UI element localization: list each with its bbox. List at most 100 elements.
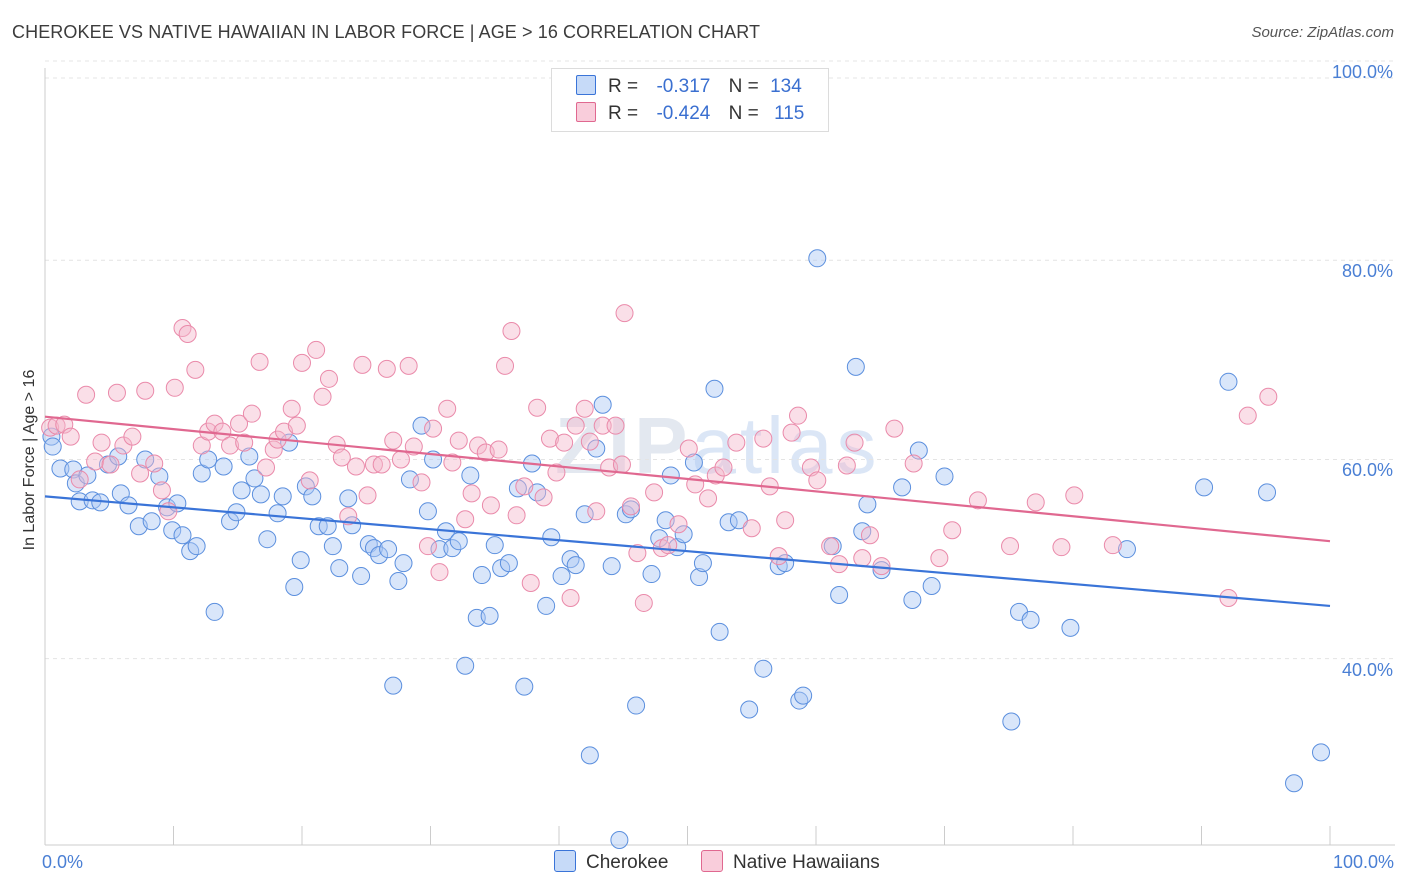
data-point-cherokee xyxy=(472,566,491,585)
data-point-native-hawaiians xyxy=(165,378,184,397)
data-point-native-hawaiians xyxy=(107,383,126,402)
legend-r-value: -0.424 xyxy=(656,103,711,124)
x-tick-label-min: 0.0% xyxy=(42,852,84,872)
data-point-native-hawaiians xyxy=(404,437,423,456)
data-point-native-hawaiians xyxy=(496,356,515,375)
data-point-native-hawaiians xyxy=(430,563,449,582)
data-point-cherokee xyxy=(214,457,233,476)
data-point-native-hawaiians xyxy=(853,549,872,568)
data-point-cherokee xyxy=(285,578,304,597)
data-point-cherokee xyxy=(394,554,413,573)
data-point-native-hawaiians xyxy=(412,473,431,492)
data-point-cherokee xyxy=(858,495,877,514)
data-point-native-hawaiians xyxy=(808,471,827,490)
data-point-cherokee xyxy=(418,502,437,521)
data-point-native-hawaiians xyxy=(257,458,276,477)
data-point-native-hawaiians xyxy=(307,340,326,359)
data-point-native-hawaiians xyxy=(566,416,585,435)
data-point-cherokee xyxy=(610,831,629,850)
data-point-native-hawaiians xyxy=(837,456,856,475)
data-point-cherokee xyxy=(566,556,585,575)
y-tick-label: 100.0% xyxy=(1331,62,1393,82)
data-point-native-hawaiians xyxy=(418,537,437,556)
data-point-cherokee xyxy=(537,596,556,615)
data-point-cherokee xyxy=(903,590,922,609)
legend-row-cherokee: R = -0.317 N = 134 xyxy=(576,75,802,99)
data-point-cherokee xyxy=(136,450,155,469)
data-point-cherokee xyxy=(499,554,518,573)
data-point-cherokee xyxy=(1021,610,1040,629)
bottom-legend-swatch-native-hawaiians xyxy=(701,850,723,872)
data-point-native-hawaiians xyxy=(521,574,540,593)
data-point-native-hawaiians xyxy=(55,415,74,434)
data-point-native-hawaiians xyxy=(92,433,111,452)
data-point-native-hawaiians xyxy=(438,399,457,418)
data-point-native-hawaiians xyxy=(101,455,120,474)
data-point-native-hawaiians xyxy=(319,369,338,388)
data-point-cherokee xyxy=(1285,774,1304,793)
data-point-cherokee xyxy=(339,489,358,508)
data-point-native-hawaiians xyxy=(469,436,488,455)
data-point-native-hawaiians xyxy=(555,433,574,452)
data-point-native-hawaiians xyxy=(221,436,240,455)
source-credit: Source: ZipAtlas.com xyxy=(1251,24,1394,41)
data-point-native-hawaiians xyxy=(502,322,521,341)
data-point-native-hawaiians xyxy=(742,519,761,538)
data-point-cherokee xyxy=(627,696,646,715)
legend-r-label: R = xyxy=(608,103,639,124)
data-point-cherokee xyxy=(872,561,891,580)
data-point-cherokee xyxy=(449,532,468,551)
data-point-cherokee xyxy=(268,504,287,523)
data-point-cherokee xyxy=(461,466,480,485)
data-point-native-hawaiians xyxy=(61,427,80,446)
data-point-native-hawaiians xyxy=(481,496,500,515)
data-point-native-hawaiians xyxy=(391,450,410,469)
data-point-native-hawaiians xyxy=(186,360,205,379)
chart-title: CHEROKEE VS NATIVE HAWAIIAN IN LABOR FOR… xyxy=(12,22,761,42)
data-point-cherokee xyxy=(693,554,712,573)
data-point-native-hawaiians xyxy=(587,502,606,521)
data-point-cherokee xyxy=(163,521,182,540)
data-point-native-hawaiians xyxy=(515,477,534,496)
data-point-native-hawaiians xyxy=(621,497,640,516)
stats-legend: R = -0.317 N = 134 R = -0.424 N = 115 xyxy=(551,68,829,132)
data-point-cherokee xyxy=(70,492,89,511)
data-point-native-hawaiians xyxy=(152,481,171,500)
data-point-cherokee xyxy=(205,602,224,621)
data-point-native-hawaiians xyxy=(547,463,566,482)
data-point-native-hawaiians xyxy=(615,304,634,323)
data-point-native-hawaiians xyxy=(131,464,150,483)
bottom-legend-native-hawaiians: Native Hawaiians xyxy=(701,850,880,874)
data-point-native-hawaiians xyxy=(293,353,311,372)
data-point-native-hawaiians xyxy=(845,433,864,452)
data-point-cherokee xyxy=(674,525,693,544)
data-point-native-hawaiians xyxy=(313,387,332,406)
data-point-cherokee xyxy=(1258,483,1277,502)
data-point-cherokee xyxy=(240,447,259,466)
data-point-native-hawaiians xyxy=(1052,538,1071,557)
data-point-native-hawaiians xyxy=(507,506,526,525)
data-point-cherokee xyxy=(893,478,912,497)
data-point-native-hawaiians xyxy=(353,355,372,374)
data-point-native-hawaiians xyxy=(659,536,678,555)
data-point-native-hawaiians xyxy=(1259,387,1278,406)
data-point-native-hawaiians xyxy=(173,319,192,338)
bottom-legend-label: Cherokee xyxy=(586,852,669,873)
data-point-cherokee xyxy=(1061,618,1080,637)
data-point-cherokee xyxy=(352,567,371,586)
data-point-native-hawaiians xyxy=(384,431,403,450)
data-point-native-hawaiians xyxy=(782,423,801,442)
watermark-logo: ZIPatlas xyxy=(555,401,881,490)
data-point-cherokee xyxy=(485,536,504,555)
data-point-native-hawaiians xyxy=(821,537,840,556)
data-point-cherokee xyxy=(508,479,527,498)
legend-n-value: 115 xyxy=(774,103,805,124)
data-point-cherokee xyxy=(330,559,349,578)
data-point-cherokee xyxy=(251,485,270,504)
data-point-cherokee xyxy=(343,516,362,535)
data-point-cherokee xyxy=(740,700,759,719)
legend-r-value: -0.317 xyxy=(656,76,711,97)
data-point-cherokee xyxy=(258,530,277,549)
data-point-cherokee xyxy=(593,395,612,414)
data-point-native-hawaiians xyxy=(789,406,808,425)
